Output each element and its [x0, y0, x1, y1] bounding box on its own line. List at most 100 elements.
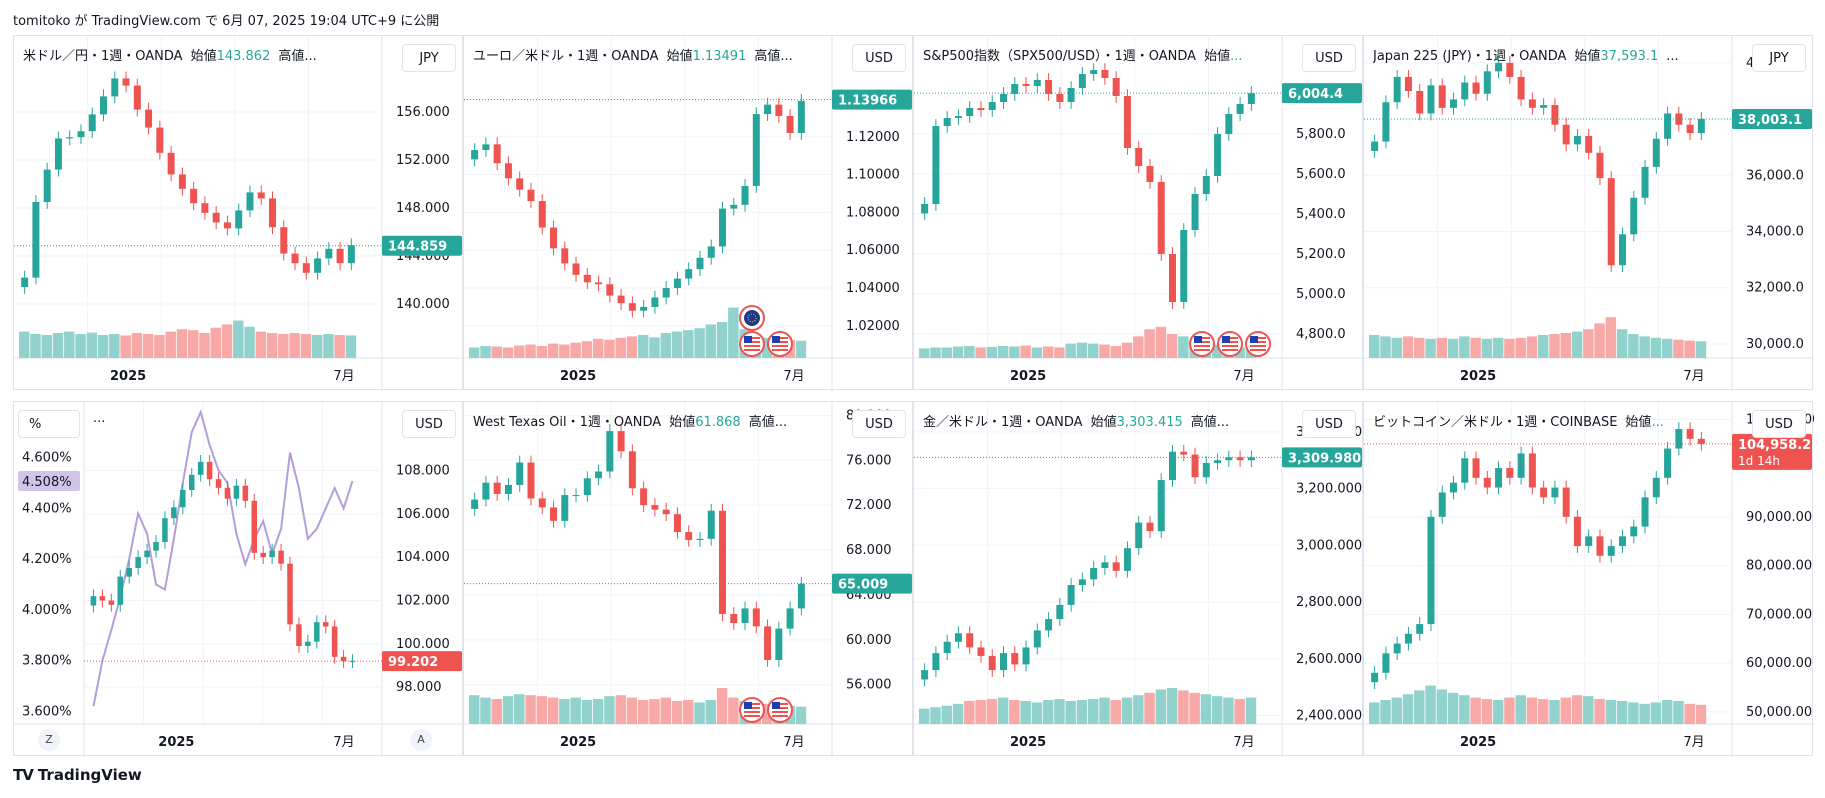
us-flag-icon[interactable]	[767, 697, 793, 723]
candle	[305, 634, 311, 653]
currency-button[interactable]: USD	[1302, 410, 1356, 438]
volume-bar	[1042, 700, 1054, 724]
volume-bar	[1076, 700, 1088, 724]
candle	[1214, 453, 1222, 470]
chart-panel-usdjpy[interactable]: 156.000 152.000 148.000 144.000 140.000 144.8…	[13, 35, 464, 391]
candle	[1078, 572, 1086, 592]
candle	[752, 601, 760, 634]
us-flag-icon[interactable]	[767, 331, 793, 357]
chart-title[interactable]: 金／米ドル・1週・OANDA 始値3,303.415 高値...	[923, 411, 1229, 430]
candle	[1157, 473, 1165, 538]
candle	[1596, 529, 1604, 563]
price-tick-label: 104.000	[396, 550, 450, 565]
eu-flag-icon[interactable]	[739, 305, 765, 331]
candle	[1236, 450, 1244, 468]
z-toggle-button[interactable]: Z	[38, 729, 60, 751]
us-flag-icon[interactable]	[1217, 331, 1243, 357]
chart-panel-yield[interactable]: 108.000 106.000 104.000 102.000 100.000 98.00…	[13, 401, 464, 757]
volume-bar	[570, 697, 581, 724]
chart-panel-spx500[interactable]: 5,800.0 5,600.0 5,400.0 5,200.0 5,000.0 4,800…	[913, 35, 1364, 391]
chart-panel-gold[interactable]: 3,400.0003,200.0003,000.0002,800.0002,60…	[913, 401, 1364, 757]
us-flag-icon[interactable]	[1245, 331, 1271, 357]
candle	[550, 220, 557, 256]
candle	[21, 270, 29, 294]
candle	[90, 589, 97, 613]
candle	[977, 640, 985, 663]
volume-bar	[1526, 336, 1538, 358]
chart-title[interactable]: West Texas Oil・1週・OANDA 始値61.868 高値...	[473, 411, 787, 430]
volume-bar	[581, 341, 593, 358]
auto-scale-button[interactable]: A	[410, 729, 432, 751]
us-flag-icon[interactable]	[1189, 331, 1215, 357]
currency-button[interactable]: USD	[1752, 410, 1806, 438]
volume-bar	[683, 700, 694, 724]
chart-title[interactable]: 米ドル／円・1週・OANDA 始値143.862 高値...	[23, 45, 317, 64]
time-label-month: 7月	[1233, 735, 1254, 750]
price-tick-label: 32,000.0	[1746, 281, 1804, 296]
volume-bar	[1549, 700, 1560, 724]
chart-panel-bitcoin[interactable]: 110,000.0090,000.0080,000.0070,000.0060,…	[1363, 401, 1814, 757]
us-flag-icon[interactable]	[739, 697, 765, 723]
candle	[617, 288, 625, 311]
candle	[640, 300, 648, 318]
candle	[606, 424, 614, 479]
currency-button[interactable]: USD	[1302, 44, 1356, 72]
currency-button[interactable]: JPY	[402, 44, 456, 72]
chart-title[interactable]: ...	[93, 411, 105, 426]
chart-title[interactable]: ビットコイン／米ドル・1週・COINBASE 始値...	[1373, 411, 1664, 430]
candle	[269, 543, 275, 565]
chart-title[interactable]: Japan 225 (JPY)・1週・OANDA 始値37,593.1...	[1373, 45, 1679, 64]
volume-bar	[1684, 340, 1695, 358]
volume-bar	[289, 333, 300, 358]
volume-bar	[1054, 347, 1065, 358]
candle	[561, 241, 569, 271]
volume-bar	[1628, 334, 1639, 358]
volume-bar	[1166, 334, 1178, 358]
candle	[1427, 78, 1435, 121]
volume-bar	[716, 688, 728, 724]
chart-panel-japan225[interactable]: 40,000.038,000.036,000.034,000.032,000.0…	[1363, 35, 1814, 391]
open-label: 始値	[666, 49, 693, 64]
candle	[1697, 112, 1705, 140]
volume-bar	[615, 337, 626, 358]
volume-bar	[626, 336, 638, 358]
us-flag-icon[interactable]	[739, 331, 765, 357]
currency-button[interactable]: USD	[852, 410, 906, 438]
volume-bar	[86, 332, 98, 358]
candle	[1686, 422, 1694, 446]
candle	[730, 607, 738, 630]
currency-button[interactable]: JPY	[1752, 44, 1806, 72]
volume-bar	[671, 331, 683, 358]
chart-svg: 1.12000 1.10000 1.08000 1.06000 1.04000 1.020…	[464, 36, 914, 391]
candle	[1393, 70, 1401, 110]
candle	[471, 492, 479, 516]
chart-title[interactable]: S&P500指数（SPX500/USD）・1週・OANDA 始値...	[923, 45, 1243, 64]
chart-panel-wti[interactable]: 80.00076.00072.00068.00064.00060.00056.0…	[463, 401, 914, 757]
price-tick-label: 80,000.00	[1746, 559, 1812, 574]
volume-bar	[1504, 338, 1515, 358]
volume-bar	[536, 696, 548, 724]
candle	[1135, 515, 1143, 556]
candle	[126, 561, 132, 584]
volume-bar	[705, 324, 717, 358]
volume-bar	[638, 700, 649, 724]
currency-button[interactable]: USD	[852, 44, 906, 72]
chart-panel-eurusd[interactable]: 1.12000 1.10000 1.08000 1.06000 1.04000 1.020…	[463, 35, 914, 391]
currency-button[interactable]: USD	[402, 410, 456, 438]
chart-title[interactable]: ユーロ／米ドル・1週・OANDA 始値1.13491 高値...	[473, 45, 793, 64]
time-label-year: 2025	[1010, 735, 1046, 750]
volume-bar	[480, 697, 491, 724]
candle	[260, 545, 266, 565]
volume-bar	[952, 703, 964, 724]
volume-bar	[1155, 689, 1167, 724]
last-price-label: 1.13966	[832, 89, 912, 110]
time-label-year: 2025	[158, 735, 194, 750]
left-unit-button[interactable]: %	[18, 410, 80, 438]
candle	[1438, 78, 1446, 115]
candle	[133, 78, 141, 117]
chart-svg: 3,400.0003,200.0003,000.0002,800.0002,60…	[914, 402, 1364, 757]
footer-brand[interactable]: TV TradingView	[13, 766, 142, 784]
candle	[1101, 63, 1109, 85]
volume-bar	[1211, 344, 1223, 358]
price-tick-label: 76.000	[846, 453, 892, 468]
